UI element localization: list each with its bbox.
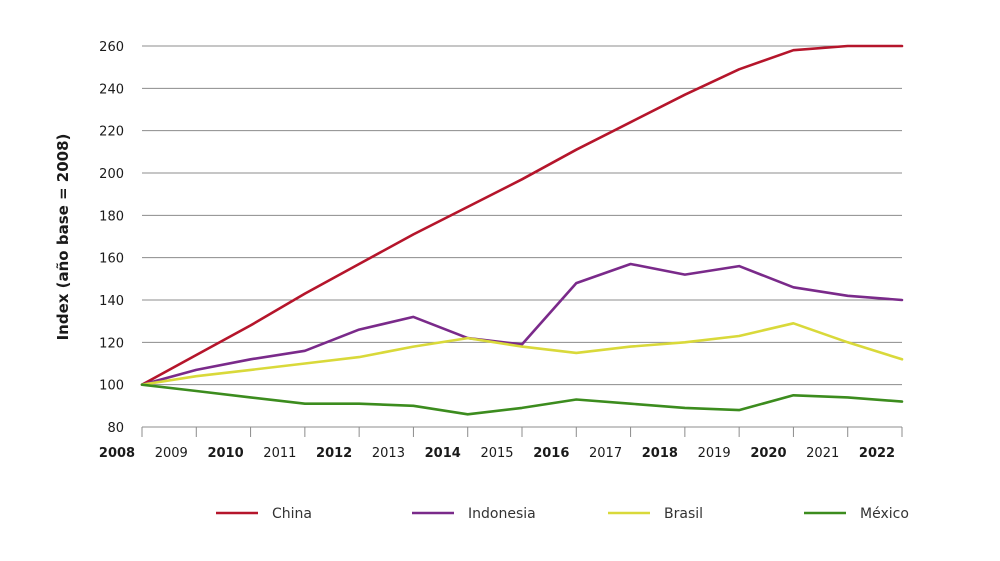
x-tick-label-2008: 2008	[99, 446, 135, 461]
series-line-mexico	[140, 383, 904, 416]
y-tick-label-220: 220	[99, 125, 124, 140]
gridlines	[142, 45, 902, 428]
series-line-brasil	[140, 321, 904, 387]
x-tick-label-2012: 2012	[316, 446, 352, 461]
x-axis-ticks: 2008 2009 2010 2011 2012 2013 2014 2015 2016 2017…	[99, 427, 903, 461]
y-tick-label-140: 140	[99, 294, 124, 309]
y-tick-label-180: 180	[99, 209, 124, 224]
x-tick-label-2019: 2019	[698, 446, 731, 461]
series-line-indonesia	[140, 262, 904, 387]
x-tick-label-2013: 2013	[372, 446, 405, 461]
legend-label-china: China	[272, 506, 312, 522]
x-tick-label-2015: 2015	[480, 446, 513, 461]
y-tick-label-260: 260	[99, 40, 124, 55]
legend: China Indonesia Brasil México	[216, 506, 909, 522]
legend-label-indonesia: Indonesia	[468, 506, 536, 522]
x-tick-label-2020: 2020	[750, 446, 786, 461]
y-tick-label-120: 120	[99, 336, 124, 351]
x-tick-label-2017: 2017	[589, 446, 622, 461]
x-tick-label-2016: 2016	[533, 446, 569, 461]
legend-label-mexico: México	[860, 506, 909, 522]
series-line-china	[140, 44, 904, 387]
series-lines	[140, 44, 904, 416]
y-tick-label-240: 240	[99, 82, 124, 97]
x-tick-label-2010: 2010	[207, 446, 243, 461]
x-tick-label-2014: 2014	[425, 446, 461, 461]
x-tick-label-2011: 2011	[263, 446, 296, 461]
y-tick-label-80: 80	[107, 421, 124, 436]
x-tick-label-2009: 2009	[155, 446, 188, 461]
y-tick-label-200: 200	[99, 167, 124, 182]
legend-label-brasil: Brasil	[664, 506, 703, 522]
y-tick-label-160: 160	[99, 252, 124, 267]
y-axis-ticks: 80 100 120 140 160 180 200 220 240 260	[99, 40, 124, 436]
x-tick-label-2022: 2022	[859, 446, 895, 461]
x-tick-label-2018: 2018	[642, 446, 678, 461]
x-tick-label-2021: 2021	[806, 446, 839, 461]
y-axis-label: Index (año base = 2008)	[54, 134, 72, 341]
y-tick-label-100: 100	[99, 379, 124, 394]
